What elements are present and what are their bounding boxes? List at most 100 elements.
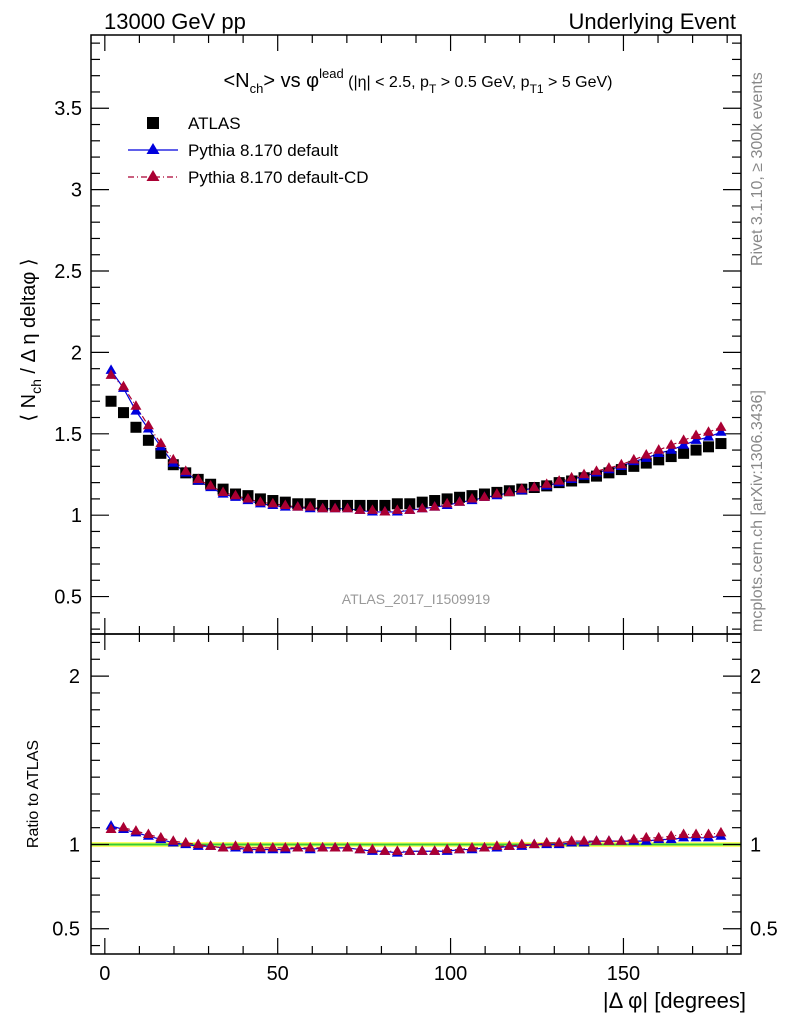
- xlabel: |Δ φ| [degrees]: [603, 988, 746, 1013]
- ratio-point-series-1: [217, 841, 229, 852]
- title-d-sub: T1: [530, 82, 544, 96]
- x-tick-label: 150: [607, 963, 640, 985]
- ratio-point-series-1: [118, 821, 129, 832]
- atlas-point: [715, 438, 727, 450]
- main-point-series-2: [503, 486, 515, 497]
- ratio-y-tick-label-left: 2: [69, 666, 80, 688]
- ratio-point-series-1: [342, 841, 354, 852]
- ratio-point-series-1: [640, 831, 652, 842]
- ratio-point-series-1: [292, 841, 304, 852]
- main-point-series-2: [254, 496, 266, 506]
- ratio-point-series-1: [466, 841, 478, 852]
- main-y-tick-label: 3.5: [54, 98, 82, 120]
- rivet-label: Rivet 3.1.10, ≥ 300k events: [749, 72, 766, 266]
- title-d: > 0.5 GeV, p: [436, 74, 529, 91]
- atlas-point: [429, 495, 441, 507]
- ratio-point-series-1: [715, 826, 727, 837]
- ratio-point-series-1: [628, 833, 640, 844]
- title-b: > vs φ: [263, 70, 319, 92]
- main-point-series-2: [678, 434, 690, 444]
- ratio-point-series-1: [404, 845, 416, 855]
- ratio-point-series-1: [416, 845, 428, 855]
- x-tick-label: 0: [99, 963, 110, 985]
- main-point-series-2: [703, 426, 714, 436]
- atlas-point: [391, 498, 403, 510]
- ratio-point-series-1: [279, 841, 291, 852]
- watermark: ATLAS_2017_I1509919: [342, 591, 491, 607]
- atlas-point: [142, 434, 154, 446]
- legend-label-default: Pythia 8.170 default: [188, 141, 339, 160]
- legend-label-atlas: ATLAS: [188, 114, 241, 133]
- ratio-point-series-1: [429, 845, 441, 855]
- main-point-series-2: [230, 489, 242, 500]
- ratio-point-series-1: [678, 828, 690, 839]
- atlas-point: [640, 457, 652, 469]
- mcplots-label: mcplots.cern.ch [arXiv:1306.3436]: [749, 390, 766, 632]
- main-point-series-2: [105, 369, 117, 379]
- ratio-point-series-1: [329, 841, 341, 852]
- main-point-series-2: [566, 471, 578, 482]
- ratio-point-series-1: [578, 835, 590, 845]
- main-point-series-2: [354, 504, 366, 514]
- title-a: <N: [224, 70, 250, 92]
- main-point-series-2: [142, 419, 154, 430]
- ratio-point-series-1: [553, 836, 565, 847]
- main-point-series-2: [329, 502, 341, 513]
- atlas-point: [628, 460, 640, 472]
- header-left: 13000 GeV pp: [104, 9, 246, 34]
- title-c: (|η| < 2.5, p: [344, 74, 429, 91]
- main-point-series-2: [279, 499, 291, 510]
- ratio-point-series-1: [566, 835, 578, 845]
- main-point-series-2: [528, 481, 540, 492]
- legend-marker-default: [146, 143, 160, 154]
- main-point-series-2: [342, 502, 354, 513]
- main-point-series-2: [491, 488, 503, 498]
- ratio-point-series-1: [528, 838, 540, 849]
- ratio-point-series-1: [516, 838, 528, 849]
- plot-title: <Nch> vs φlead (|η| < 2.5, pT > 0.5 GeV,…: [224, 66, 613, 96]
- main-point-series-2: [155, 437, 167, 448]
- main-point-series-2: [553, 475, 565, 485]
- main-point-series-2: [404, 504, 416, 514]
- ratio-point-series-1: [653, 831, 665, 842]
- main-point-series-2: [541, 478, 553, 488]
- main-point-series-2: [304, 501, 316, 511]
- ratio-point-series-1: [391, 845, 403, 855]
- main-point-series-2: [454, 496, 466, 506]
- main-point-series-2: [292, 501, 304, 511]
- atlas-point: [105, 395, 117, 407]
- main-y-tick-label: 2: [71, 342, 82, 364]
- ratio-y-tick-label-right: 0.5: [750, 919, 778, 941]
- title-b-sup: lead: [319, 66, 344, 81]
- ratio-y-tick-label-left: 0.5: [52, 919, 80, 941]
- ratio-y-tick-label-right: 2: [750, 666, 761, 688]
- main-point-series-2: [628, 453, 640, 464]
- main-point-series-2: [516, 483, 528, 493]
- ratio-point-series-1: [105, 823, 117, 833]
- ratio-point-series-1: [379, 845, 391, 855]
- main-point-series-2: [690, 429, 702, 440]
- main-y-tick-label: 1: [71, 505, 82, 527]
- ratio-point-series-1: [304, 841, 316, 852]
- ratio-point-series-1: [130, 825, 142, 835]
- main-point-series-2: [441, 497, 453, 508]
- ratio-point-series-1: [254, 841, 266, 852]
- main-point-series-2: [653, 444, 665, 454]
- ratio-point-series-1: [503, 840, 515, 850]
- ratio-point-series-1: [267, 841, 279, 852]
- main-point-series-2: [205, 479, 217, 490]
- main-point-series-2: [317, 502, 329, 513]
- main-point-series-1: [715, 426, 727, 436]
- main-y-tick-label: 2.5: [54, 261, 82, 283]
- ratio-point-series-1: [491, 840, 503, 850]
- ratio-point-series-1: [180, 836, 192, 847]
- atlas-point: [130, 421, 142, 433]
- ratio-point-series-1: [690, 828, 702, 839]
- main-point-series-2: [379, 506, 391, 516]
- main-point-series-2: [366, 504, 378, 514]
- main-point-series-1: [130, 405, 142, 415]
- main-series-line-2: [110, 374, 722, 513]
- title-a-sub: ch: [250, 81, 264, 96]
- legend: ATLAS Pythia 8.170 default Pythia 8.170 …: [128, 114, 369, 187]
- ratio-point-series-1: [454, 843, 466, 854]
